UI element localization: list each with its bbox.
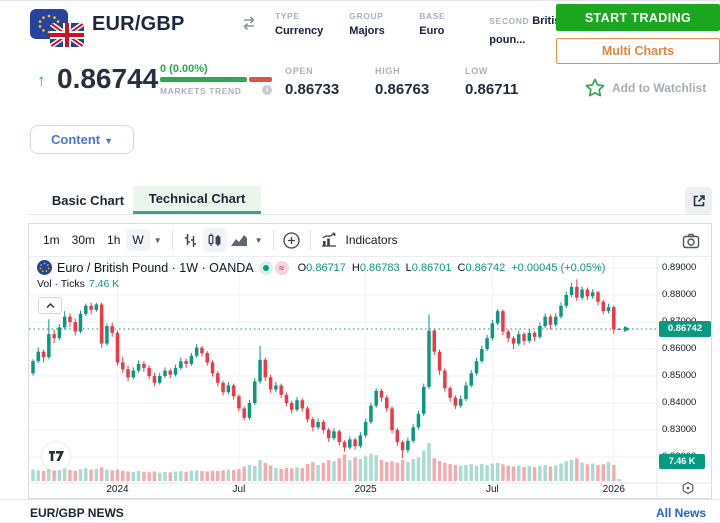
price-axis-label: 0.89000 — [662, 262, 697, 273]
page-title: EUR/GBP — [92, 13, 185, 35]
tab-technical-chart[interactable]: Technical Chart — [133, 186, 261, 214]
interval-1w-button[interactable]: W — [126, 229, 150, 251]
technical-chart-card: 1m 30m 1h W ▼ — [28, 223, 712, 499]
time-axis[interactable]: 2024 Jul 2025 Jul 2026 — [29, 484, 657, 498]
bars-chart-type-icon[interactable] — [179, 228, 203, 252]
uk-flag-icon — [50, 23, 84, 47]
candles-chart-type-icon[interactable] — [202, 228, 227, 252]
star-icon — [585, 78, 605, 97]
news-title: EUR/GBP NEWS — [30, 506, 124, 520]
price-axis[interactable]: 0.890000.880000.870000.860000.850000.840… — [662, 261, 696, 463]
chart-type-chevron-down-icon[interactable]: ▼ — [254, 235, 263, 245]
chevron-down-icon: ▼ — [104, 136, 114, 146]
instrument-meta: TYPE Currency GROUP Majors BASE Euro SEC… — [275, 11, 568, 49]
time-axis-label: 2026 — [602, 484, 625, 495]
toolbar-separator — [272, 230, 274, 250]
indicators-icon[interactable] — [317, 228, 341, 252]
symbol-flag-icon — [37, 260, 52, 275]
time-axis-label: 2024 — [106, 484, 129, 495]
info-icon[interactable]: i — [262, 85, 272, 95]
markets-trend-label: MARKETS TREND — [160, 86, 242, 96]
add-to-watchlist-button[interactable]: Add to Watchlist — [585, 78, 706, 97]
current-price: 0.86744 — [57, 63, 159, 94]
legend-change: +0.00045 (+0.05%) — [511, 261, 606, 274]
price-axis-label: 0.86000 — [662, 343, 697, 354]
instrument-flags — [30, 9, 86, 49]
external-link-icon — [693, 194, 705, 206]
compare-icon[interactable] — [240, 14, 258, 32]
chart-toolbar: 1m 30m 1h W ▼ — [29, 224, 711, 257]
all-news-link[interactable]: All News — [655, 506, 706, 520]
trend-bar-green — [160, 77, 248, 82]
tradingview-logo[interactable] — [41, 441, 71, 471]
tab-basic-chart[interactable]: Basic Chart — [51, 192, 125, 208]
current-price-badge: 0.86742 — [659, 321, 711, 337]
meta-group: GROUP Majors — [349, 11, 385, 37]
watchlist-label: Add to Watchlist — [612, 80, 707, 95]
volume-value: 7.46 K — [88, 278, 120, 290]
chart-plot-area[interactable]: Euro / British Pound · 1W · OANDA ≈ O0.8… — [29, 257, 711, 498]
price-change: 0 (0.00%) — [160, 63, 208, 75]
chart-legend: Euro / British Pound · 1W · OANDA ≈ O0.8… — [37, 260, 605, 275]
markets-trend-bar — [160, 77, 272, 82]
toolbar-separator — [309, 230, 311, 250]
interval-1h-button[interactable]: 1h — [107, 233, 121, 247]
candlestick-chart — [29, 257, 711, 498]
high-stat: HIGH 0.86763 — [375, 66, 430, 98]
compare-add-icon[interactable] — [280, 228, 304, 252]
news-section-header: EUR/GBP NEWS All News — [0, 499, 720, 523]
expand-chart-button[interactable] — [685, 187, 712, 214]
meta-second: SECOND British poun... — [489, 15, 568, 46]
delayed-data-icon[interactable]: ≈ — [274, 260, 289, 275]
price-axis-label: 0.88000 — [662, 289, 697, 300]
low-stat: LOW 0.86711 — [465, 66, 519, 98]
price-axis-label: 0.84000 — [662, 397, 697, 408]
interval-30m-button[interactable]: 30m — [71, 233, 96, 247]
intervals-chevron-down-icon[interactable]: ▼ — [153, 235, 162, 245]
multi-charts-button[interactable]: Multi Charts — [556, 38, 720, 64]
current-volume-badge: 7.46 K — [659, 454, 705, 469]
market-status-icon[interactable] — [258, 260, 273, 275]
open-stat: OPEN 0.86733 — [285, 66, 340, 98]
content-dropdown-button[interactable]: Content ▼ — [30, 125, 134, 154]
collapse-legend-button[interactable] — [38, 297, 62, 314]
toolbar-separator — [171, 230, 173, 250]
trend-bar-red — [249, 77, 272, 82]
meta-base: BASE Euro — [419, 11, 446, 37]
area-chart-type-icon[interactable] — [227, 228, 251, 252]
volume-legend: Vol · Ticks 7.46 K — [37, 278, 120, 290]
indicators-button[interactable]: Indicators — [345, 233, 398, 247]
ohlc-readout: O0.86717 H0.86783 L0.86701 C0.86742 +0.0… — [297, 261, 606, 274]
price-axis-label: 0.85000 — [662, 370, 697, 381]
time-axis-label: Jul — [232, 484, 246, 495]
camera-snapshot-icon[interactable] — [681, 231, 701, 251]
price-axis-label: 0.83000 — [662, 424, 697, 435]
interval-1m-button[interactable]: 1m — [43, 233, 60, 247]
meta-type: TYPE Currency — [275, 11, 324, 37]
legend-symbol-title[interactable]: Euro / British Pound · 1W · OANDA — [57, 260, 254, 275]
time-axis-label: 2025 — [354, 484, 377, 495]
tabs-divider — [28, 214, 712, 215]
axis-settings-gear-icon[interactable] — [681, 481, 695, 495]
start-trading-button[interactable]: START TRADING — [556, 4, 720, 31]
time-axis-label: Jul — [485, 484, 499, 495]
price-up-arrow-icon: ↑ — [37, 71, 46, 90]
